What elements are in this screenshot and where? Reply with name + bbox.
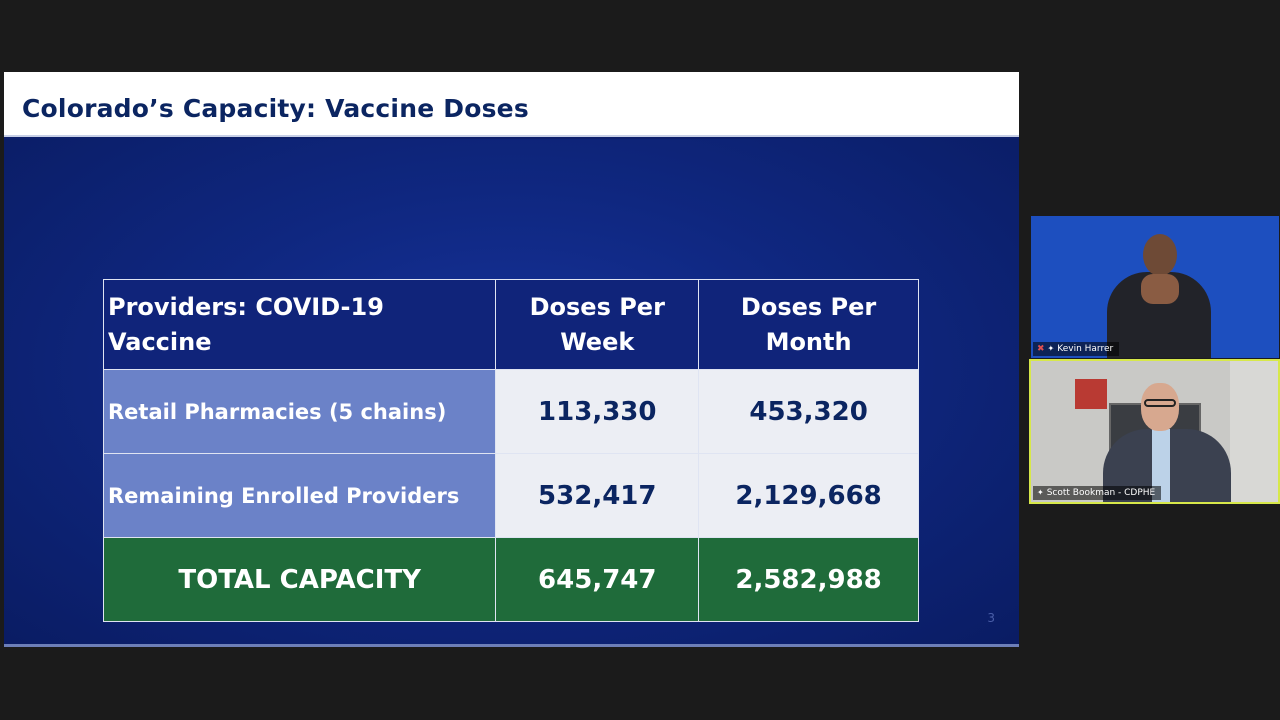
total-month-value: 2,582,988 <box>698 537 919 622</box>
total-label: TOTAL CAPACITY <box>102 537 497 622</box>
slide-bottom-border <box>4 644 1019 647</box>
row-provider-label: Retail Pharmacies (5 chains) <box>102 369 497 454</box>
total-week-value: 645,747 <box>495 537 700 622</box>
participant-hands <box>1141 274 1179 304</box>
header-month-line2: Month <box>765 327 852 356</box>
pin-icon: ✦ <box>1037 488 1044 497</box>
participant-glasses <box>1144 399 1176 407</box>
total-row: TOTAL CAPACITY 645,747 2,582,988 <box>102 537 919 622</box>
participant-head <box>1141 383 1179 431</box>
video-tile-scott-bookman[interactable]: ✦ Scott Bookman - CDPHE <box>1029 359 1280 504</box>
shared-slide: Colorado’s Capacity: Vaccine Doses Provi… <box>4 72 1019 647</box>
header-week-line2: Week <box>560 327 635 356</box>
slide-header: Colorado’s Capacity: Vaccine Doses <box>4 72 1019 137</box>
capacity-table: Providers: COVID-19 Vaccine Doses Per We… <box>102 279 919 622</box>
participant-shirt <box>1152 429 1170 502</box>
row-month-value: 453,320 <box>698 369 919 454</box>
background-poster <box>1075 379 1107 409</box>
header-month-line1: Doses Per <box>740 292 877 321</box>
row-week-value: 532,417 <box>495 453 700 538</box>
slide-body: Providers: COVID-19 Vaccine Doses Per We… <box>4 139 1019 647</box>
table-row: Retail Pharmacies (5 chains) 113,330 453… <box>102 369 919 454</box>
table-row: Remaining Enrolled Providers 532,417 2,1… <box>102 453 919 538</box>
row-provider-label: Remaining Enrolled Providers <box>102 453 497 538</box>
pin-icon: ✦ <box>1047 344 1055 353</box>
header-doses-per-month: Doses Per Month <box>698 279 919 370</box>
participant-name-bar: ✖ ✦ Kevin Harrer <box>1033 342 1120 356</box>
table-header-row: Providers: COVID-19 Vaccine Doses Per We… <box>102 279 919 370</box>
header-doses-per-week: Doses Per Week <box>495 279 700 370</box>
microphone-muted-icon: ✖ <box>1037 344 1045 354</box>
header-week-line1: Doses Per <box>529 292 665 321</box>
participant-name-bar: ✦ Scott Bookman - CDPHE <box>1033 486 1162 500</box>
background-wall <box>1230 361 1278 502</box>
participant-head <box>1143 234 1177 276</box>
row-month-value: 2,129,668 <box>698 453 919 538</box>
slide-page-number: 3 <box>987 611 995 625</box>
participant-name: Scott Bookman - CDPHE <box>1046 488 1156 498</box>
video-tile-kevin-harrer[interactable]: ✖ ✦ Kevin Harrer <box>1031 216 1279 358</box>
slide-title: Colorado’s Capacity: Vaccine Doses <box>22 94 529 123</box>
participant-name: Kevin Harrer <box>1057 344 1114 354</box>
row-week-value: 113,330 <box>495 369 700 454</box>
header-providers: Providers: COVID-19 Vaccine <box>102 279 497 370</box>
